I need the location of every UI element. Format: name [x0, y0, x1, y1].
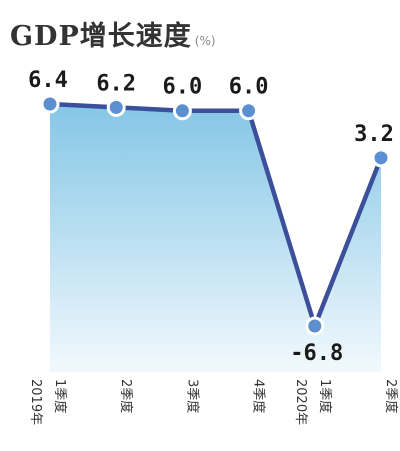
- tick-label-quarter: 1季度: [317, 379, 333, 413]
- series-line: [47, 101, 384, 329]
- data-label: 6.4: [28, 68, 68, 93]
- tick-label-quarter: 2季度: [118, 379, 134, 413]
- tick-label-quarter: 1季度: [52, 379, 68, 413]
- data-label: 6.0: [163, 75, 203, 100]
- chart-title: GDP增长速度: [10, 21, 192, 52]
- tick-label-quarter: 4季度: [251, 379, 267, 413]
- data-point-marker: [172, 101, 192, 121]
- tick-label-quarter: 3季度: [184, 379, 200, 413]
- data-point-marker: [40, 94, 60, 114]
- chart-unit: (%): [194, 34, 216, 48]
- data-point-marker: [305, 316, 325, 336]
- data-label: 6.2: [96, 71, 136, 96]
- tick-label-year: 2019年: [28, 379, 43, 425]
- tick-label-quarter: 2季度: [383, 379, 399, 413]
- tick-label-year: 2020年: [293, 379, 308, 425]
- data-point-marker: [371, 148, 391, 168]
- area-fill: [50, 104, 381, 372]
- data-label: -6.8: [290, 341, 343, 366]
- data-point-marker: [239, 101, 259, 121]
- data-label: 6.0: [229, 75, 269, 100]
- chart-title-group: GDP增长速度 (%): [10, 14, 216, 53]
- data-point-marker: [106, 97, 126, 117]
- data-label: 3.2: [354, 122, 394, 147]
